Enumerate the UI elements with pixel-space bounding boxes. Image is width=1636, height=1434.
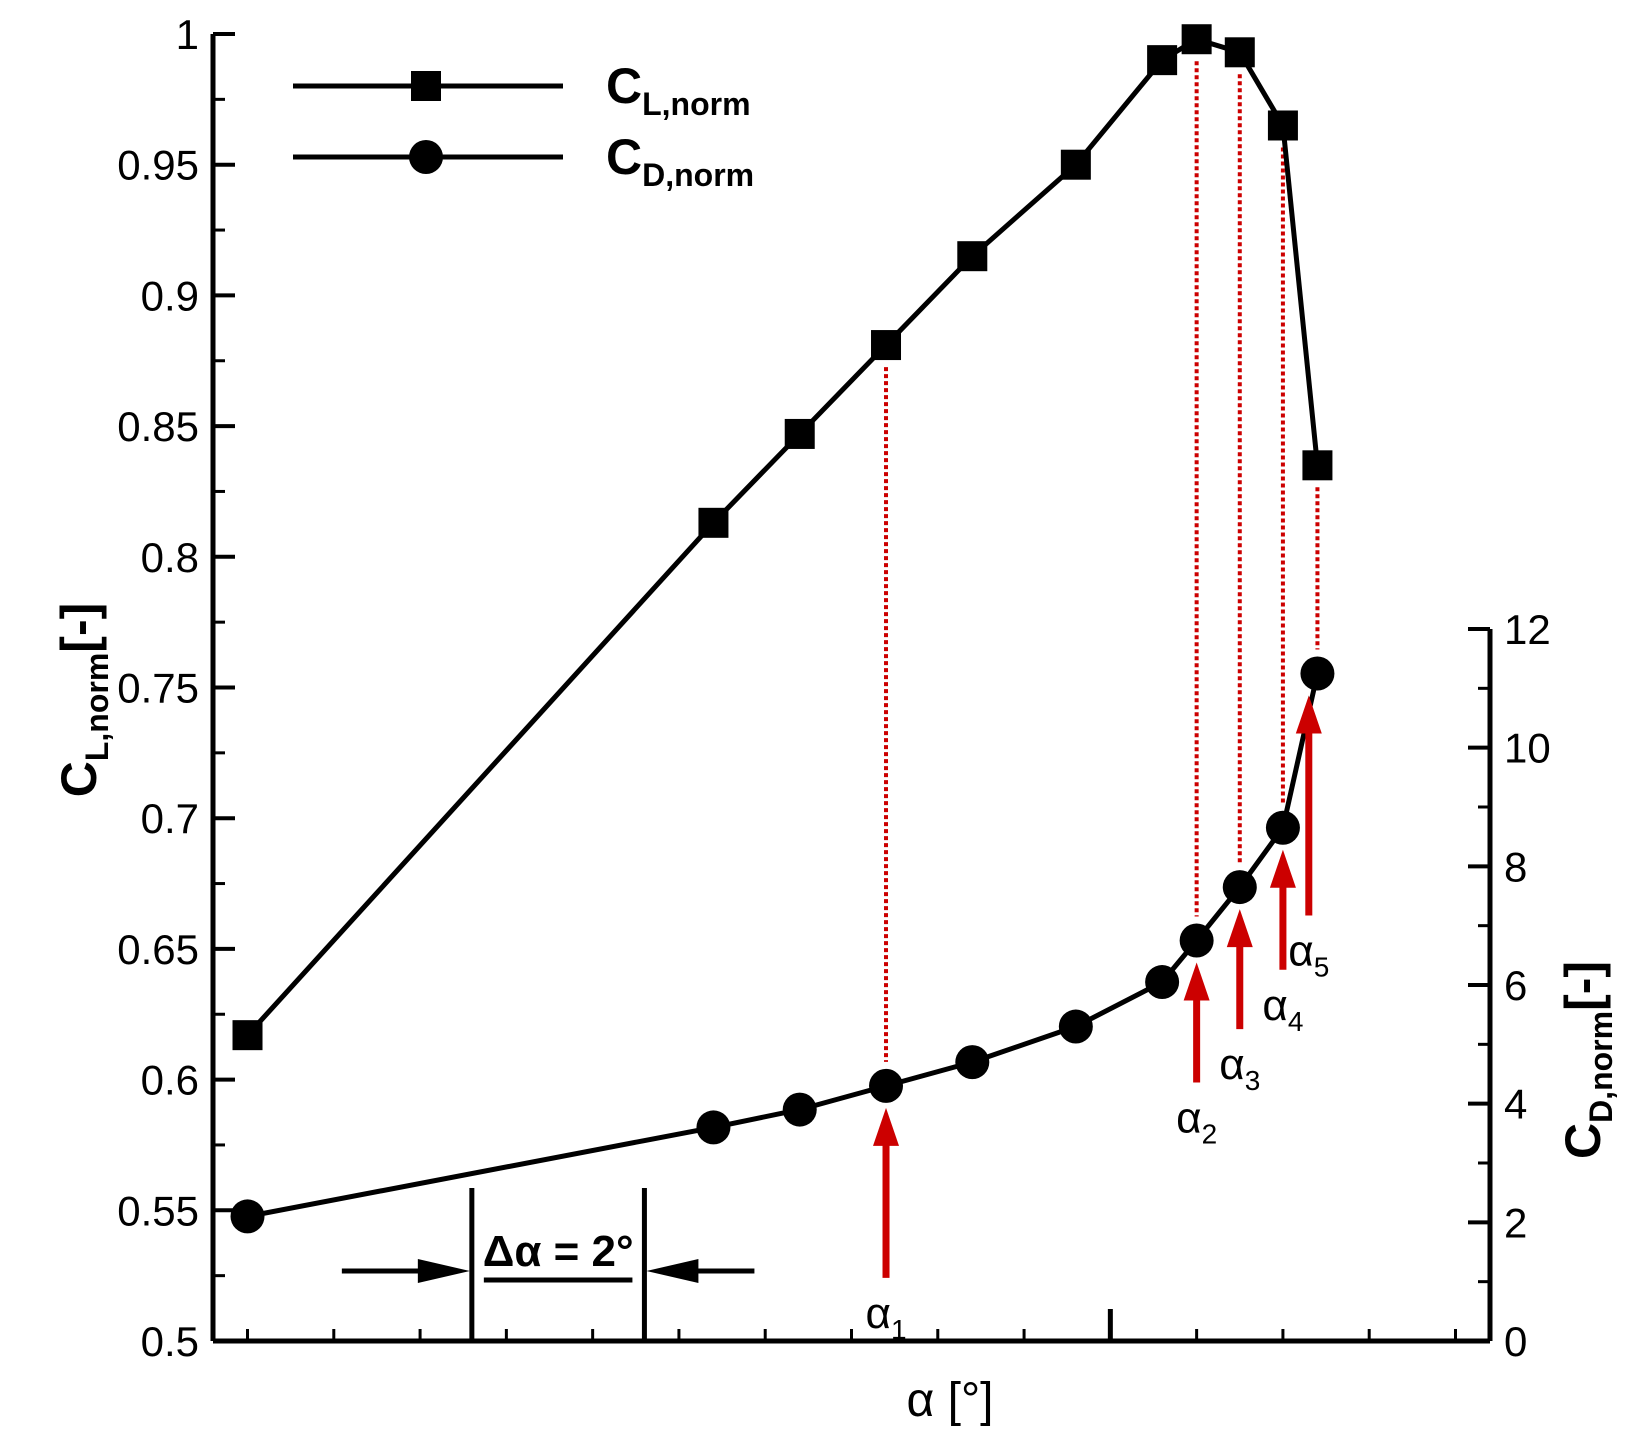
right-axis-title-sub: D,norm (1583, 1011, 1619, 1123)
cl-point (957, 241, 988, 272)
right-axis-title: CD,norm[-] (1555, 961, 1619, 1159)
cl-point (1302, 450, 1333, 481)
cd-point (1179, 923, 1214, 958)
alpha-label-base: α (1288, 927, 1313, 976)
alpha-label-sub: 2 (1202, 1119, 1218, 1150)
legend-label-cd: CD,norm (606, 129, 754, 193)
legend-cd-base: C (606, 129, 642, 185)
cl-point (232, 1020, 263, 1051)
cl-point (1147, 45, 1178, 76)
x-axis-title: α [°] (907, 1374, 994, 1427)
cd-point (230, 1199, 265, 1234)
legend-cl-base: C (606, 58, 642, 114)
cd-point (869, 1068, 904, 1103)
x-axis-ticks (246, 1309, 1457, 1341)
left-tick-label: 1 (176, 11, 199, 58)
cl-point (1267, 110, 1298, 141)
left-tick-label: 0.65 (117, 926, 199, 973)
alpha-arrow-head (1226, 909, 1253, 948)
alpha-label: α2 (1176, 1094, 1217, 1150)
right-tick-label: 10 (1504, 725, 1551, 772)
alpha-label-base: α (866, 1289, 891, 1338)
right-tick-label: 4 (1504, 1081, 1527, 1128)
delta-right-arrow-head (646, 1259, 699, 1283)
left-tick-label: 0.55 (117, 1187, 199, 1234)
cd-line (247, 672, 1320, 1219)
legend-square-marker (411, 71, 441, 101)
legend-circle-marker (409, 140, 443, 174)
right-axis-title-base: C (1555, 1123, 1611, 1159)
guide-lines (884, 61, 1320, 1062)
left-tick-label: 0.9 (141, 272, 199, 319)
alpha-arrow-head (1269, 849, 1296, 888)
cd-point (1222, 870, 1257, 905)
cl-point (1181, 24, 1212, 55)
cd-point (1145, 965, 1180, 1000)
delta-left-arrow-head (417, 1259, 470, 1283)
alpha-arrow-head (1183, 962, 1210, 1001)
cd-point (1300, 656, 1335, 691)
cl-point (698, 507, 729, 538)
legend: CL,norm CD,norm (293, 58, 754, 193)
cd-point (1058, 1009, 1093, 1044)
series-lines (245, 36, 1320, 1219)
left-axis-title-suffix: [-] (51, 603, 107, 653)
cl-point (784, 418, 815, 449)
left-axis-title: CL,norm[-] (51, 603, 115, 798)
left-tick-label: 0.5 (141, 1318, 199, 1365)
series-markers (230, 24, 1335, 1234)
alpha-label-base: α (1219, 1040, 1244, 1089)
alpha-arrow-head (1295, 695, 1322, 734)
cl-point (871, 330, 902, 361)
alpha-label-sub: 1 (891, 1314, 907, 1345)
right-axis-title-suffix: [-] (1555, 961, 1611, 1011)
left-tick-label: 0.7 (141, 795, 199, 842)
alpha-label-base: α (1262, 981, 1287, 1030)
legend-cl-sub: L,norm (642, 86, 750, 122)
delta-alpha-annotation: Δα = 2° (341, 1188, 755, 1341)
legend-cd-sub: D,norm (642, 157, 754, 193)
right-tick-label: 2 (1504, 1199, 1527, 1246)
cd-point (1265, 810, 1300, 845)
right-tick-label: 0 (1504, 1318, 1527, 1365)
cl-point (1060, 149, 1091, 180)
cd-point (955, 1045, 990, 1080)
cl-line (245, 36, 1320, 1037)
right-tick-label: 8 (1504, 843, 1527, 890)
cd-point (696, 1110, 731, 1145)
left-tick-label: 0.85 (117, 403, 199, 450)
alpha-label-base: α (1176, 1094, 1201, 1143)
alpha-label: α4 (1262, 981, 1303, 1037)
right-tick-label: 12 (1504, 606, 1551, 653)
alpha-label: α3 (1219, 1040, 1260, 1096)
cl-point (1224, 37, 1255, 68)
left-tick-label: 0.95 (117, 142, 199, 189)
alpha-label: α5 (1288, 927, 1329, 983)
alpha-label-sub: 4 (1288, 1006, 1304, 1037)
alpha-label-sub: 5 (1314, 952, 1330, 983)
left-tick-label: 0.6 (141, 1057, 199, 1104)
alpha-arrow-head (873, 1107, 900, 1146)
cd-point (782, 1092, 817, 1127)
left-axis-title-sub: L,norm (79, 653, 115, 761)
left-tick-label: 0.75 (117, 665, 199, 712)
left-tick-label: 0.8 (141, 534, 199, 581)
legend-label-cl: CL,norm (606, 58, 751, 122)
left-axis-ticks: 0.5 0.55 0.6 0.65 0.7 0.75 0.8 0.85 0.9 0.95 1 (117, 11, 235, 1365)
right-tick-label: 6 (1504, 962, 1527, 1009)
alpha-label: α1 (866, 1289, 907, 1345)
right-axis-ticks: 0 2 4 6 8 10 12 (1468, 606, 1551, 1365)
left-axis-title-base: C (51, 761, 107, 797)
delta-label: Δα = 2° (483, 1227, 634, 1276)
alpha-label-sub: 3 (1245, 1065, 1261, 1096)
